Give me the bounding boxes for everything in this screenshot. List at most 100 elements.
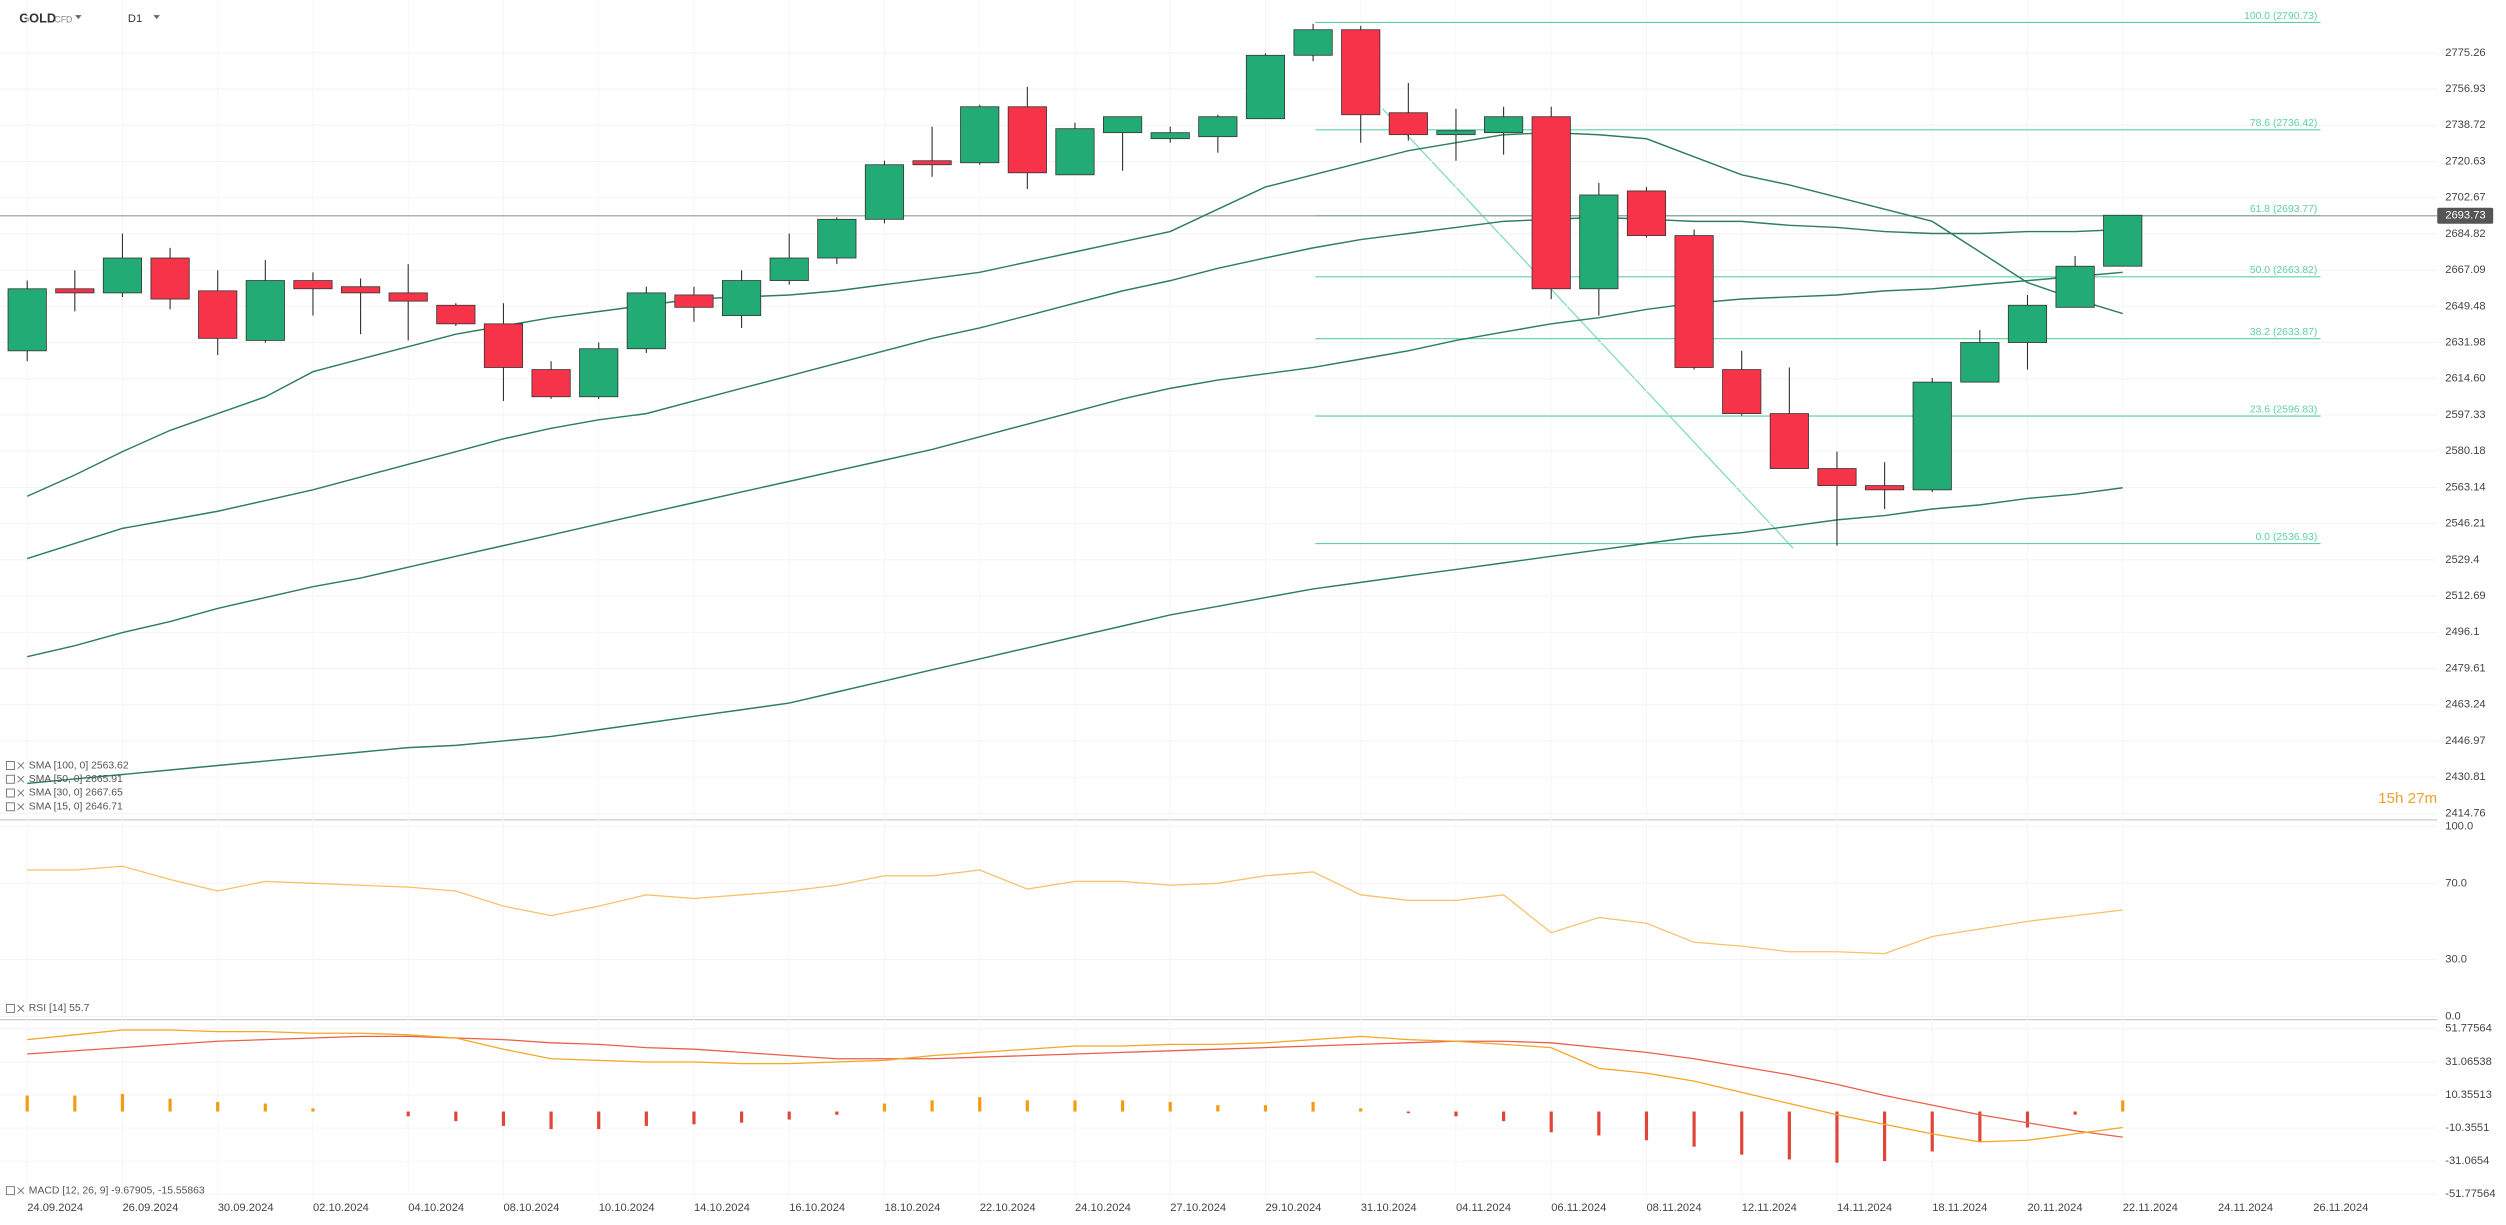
trend-line[interactable]: [1381, 108, 1794, 549]
y-tick-label: 2738.72: [2445, 119, 2485, 131]
macd-histogram-bar: [1406, 1111, 1410, 1114]
y-tick-label: 70.0: [2445, 877, 2467, 889]
legend-entry: SMA [50, 0] 2665.91: [29, 774, 123, 785]
symbol-dropdown[interactable]: [75, 15, 82, 20]
macd-histogram-bar: [1644, 1111, 1649, 1141]
x-tick-label: 27.10.2024: [1170, 1202, 1226, 1214]
sma-line: [26, 131, 2123, 497]
macd-histogram-bar: [1978, 1111, 1982, 1142]
x-tick-label: 04.10.2024: [408, 1202, 464, 1214]
candle-body: [293, 280, 333, 290]
x-tick-label: 24.11.2024: [2218, 1202, 2273, 1214]
y-tick-label: 2430.81: [2445, 771, 2485, 783]
macd-histogram-bar: [1263, 1105, 1268, 1112]
legend-entry: SMA [15, 0] 2646.71: [29, 801, 123, 812]
legend-close: [17, 789, 25, 797]
fib-label: 100.0 (2790.73): [2244, 11, 2317, 22]
x-tick-label: 18.10.2024: [884, 1202, 940, 1214]
legend-icon: [5, 761, 15, 770]
x-tick-label: 04.11.2024: [1456, 1202, 1511, 1214]
x-tick-label: 06.11.2024: [1551, 1202, 1606, 1214]
macd-histogram-bar: [406, 1111, 410, 1117]
last-price-label: 2693.73: [2445, 210, 2485, 222]
candle-body: [1245, 54, 1286, 120]
sma-line: [26, 216, 2123, 560]
timeframe-dropdown[interactable]: [153, 15, 160, 20]
sma-line: [27, 487, 2123, 785]
candle-body: [674, 294, 714, 308]
macd-histogram-bar: [549, 1111, 553, 1130]
candle-body: [1674, 235, 1714, 368]
macd-histogram-bar: [73, 1095, 77, 1112]
candle-body: [817, 218, 857, 259]
y-tick-label: 2546.21: [2445, 518, 2485, 530]
candle-body: [1817, 468, 1857, 486]
x-tick-label: 24.09.2024: [27, 1202, 83, 1214]
candle-body: [864, 164, 905, 220]
y-tick-label: -51.77564: [2445, 1188, 2495, 1200]
macd-histogram-bar: [2025, 1111, 2030, 1128]
x-tick-label: 02.10.2024: [313, 1202, 369, 1214]
candle-body: [1388, 112, 1428, 136]
candle-body: [1626, 190, 1667, 236]
fib-label: 61.8 (2693.77): [2250, 204, 2318, 215]
rsi-line: [27, 865, 2123, 955]
candle-body: [960, 106, 1000, 164]
macd-histogram-bar: [1835, 1111, 1839, 1163]
candle-body: [1007, 106, 1047, 174]
macd-histogram-bar: [1692, 1111, 1696, 1147]
x-tick-label: 24.10.2024: [1075, 1202, 1131, 1214]
macd-histogram-bar: [978, 1097, 982, 1112]
macd-histogram-bar: [501, 1111, 506, 1126]
y-tick-label: 2667.09: [2445, 264, 2485, 276]
y-tick-label: 2756.93: [2445, 83, 2485, 95]
candle-body: [579, 348, 619, 398]
macd-histogram-bar: [216, 1101, 220, 1112]
x-tick-label: 14.11.2024: [1837, 1202, 1892, 1214]
y-tick-label: 2512.69: [2445, 590, 2485, 602]
y-tick-label: 2684.82: [2445, 228, 2485, 240]
candle-body: [1531, 116, 1571, 290]
legend-icon: [5, 802, 15, 812]
macd-histogram-bar: [168, 1098, 172, 1112]
fib-label: 0.0 (2536.93): [2256, 532, 2318, 543]
candle-body: [1960, 342, 2000, 383]
candle-body: [102, 257, 143, 294]
y-tick-label: 2702.67: [2445, 192, 2485, 204]
symbol[interactable]: GOLD: [19, 11, 56, 26]
macd-histogram-bar: [1549, 1111, 1553, 1133]
candle-body: [1341, 29, 1381, 116]
candle-body: [483, 323, 524, 368]
x-tick-label: 12.11.2024: [1742, 1202, 1797, 1214]
macd-line: [27, 1029, 2123, 1143]
macd-histogram-bar: [2121, 1100, 2125, 1112]
candle-body: [1436, 130, 1476, 136]
x-tick-label: 22.11.2024: [2123, 1202, 2178, 1214]
candle-body: [55, 288, 95, 294]
macd-histogram-bar: [1501, 1111, 1506, 1122]
fib-label: 50.0 (2663.82): [2250, 265, 2318, 276]
macd-histogram-bar: [1168, 1101, 1172, 1112]
macd-histogram-bar: [454, 1111, 458, 1122]
y-tick-label: 2529.4: [2445, 554, 2479, 566]
x-tick-label: 30.09.2024: [218, 1202, 274, 1214]
candle-body: [436, 304, 476, 325]
y-tick-label: 51.77564: [2445, 1023, 2492, 1035]
candle-body: [1055, 128, 1095, 176]
x-tick-label: 20.11.2024: [2027, 1202, 2082, 1214]
macd-histogram-bar: [1120, 1100, 1125, 1112]
x-tick-label: 08.11.2024: [1646, 1202, 1701, 1214]
macd-histogram-bar: [25, 1095, 29, 1112]
y-tick-label: 2720.63: [2445, 155, 2485, 167]
legend-entry: RSI [14] 55.7: [29, 1003, 90, 1014]
candle-body: [2007, 304, 2048, 343]
legend-icon: [5, 1186, 15, 1196]
fib-label: 23.6 (2596.83): [2250, 404, 2318, 415]
macd-histogram-bar: [1882, 1111, 1887, 1162]
y-tick-label: 2775.26: [2445, 47, 2485, 59]
legend-close: [17, 761, 25, 770]
candle-body: [245, 280, 285, 341]
legend-entry: SMA [100, 0] 2563.62: [29, 760, 129, 771]
timeframe[interactable]: D1: [128, 13, 142, 25]
